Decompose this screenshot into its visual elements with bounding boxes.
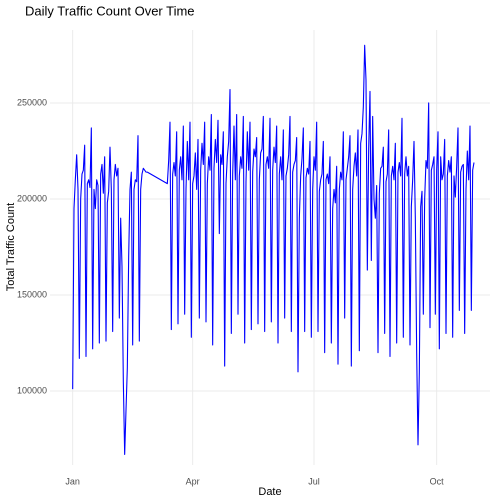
- chart-title: Daily Traffic Count Over Time: [25, 3, 195, 18]
- x-tick-label: Apr: [186, 476, 200, 486]
- y-tick-label: 250000: [17, 97, 47, 107]
- y-tick-label: 150000: [17, 289, 47, 299]
- x-axis-label: Date: [258, 486, 281, 498]
- y-axis-label: Total Traffic Count: [5, 203, 17, 291]
- data-line: [72, 44, 475, 455]
- x-tick-label: Jul: [308, 476, 320, 486]
- y-tick-label: 200000: [17, 193, 47, 203]
- x-tick-label: Jan: [65, 476, 80, 486]
- y-tick-label: 100000: [17, 385, 47, 395]
- x-tick-label: Oct: [430, 476, 445, 486]
